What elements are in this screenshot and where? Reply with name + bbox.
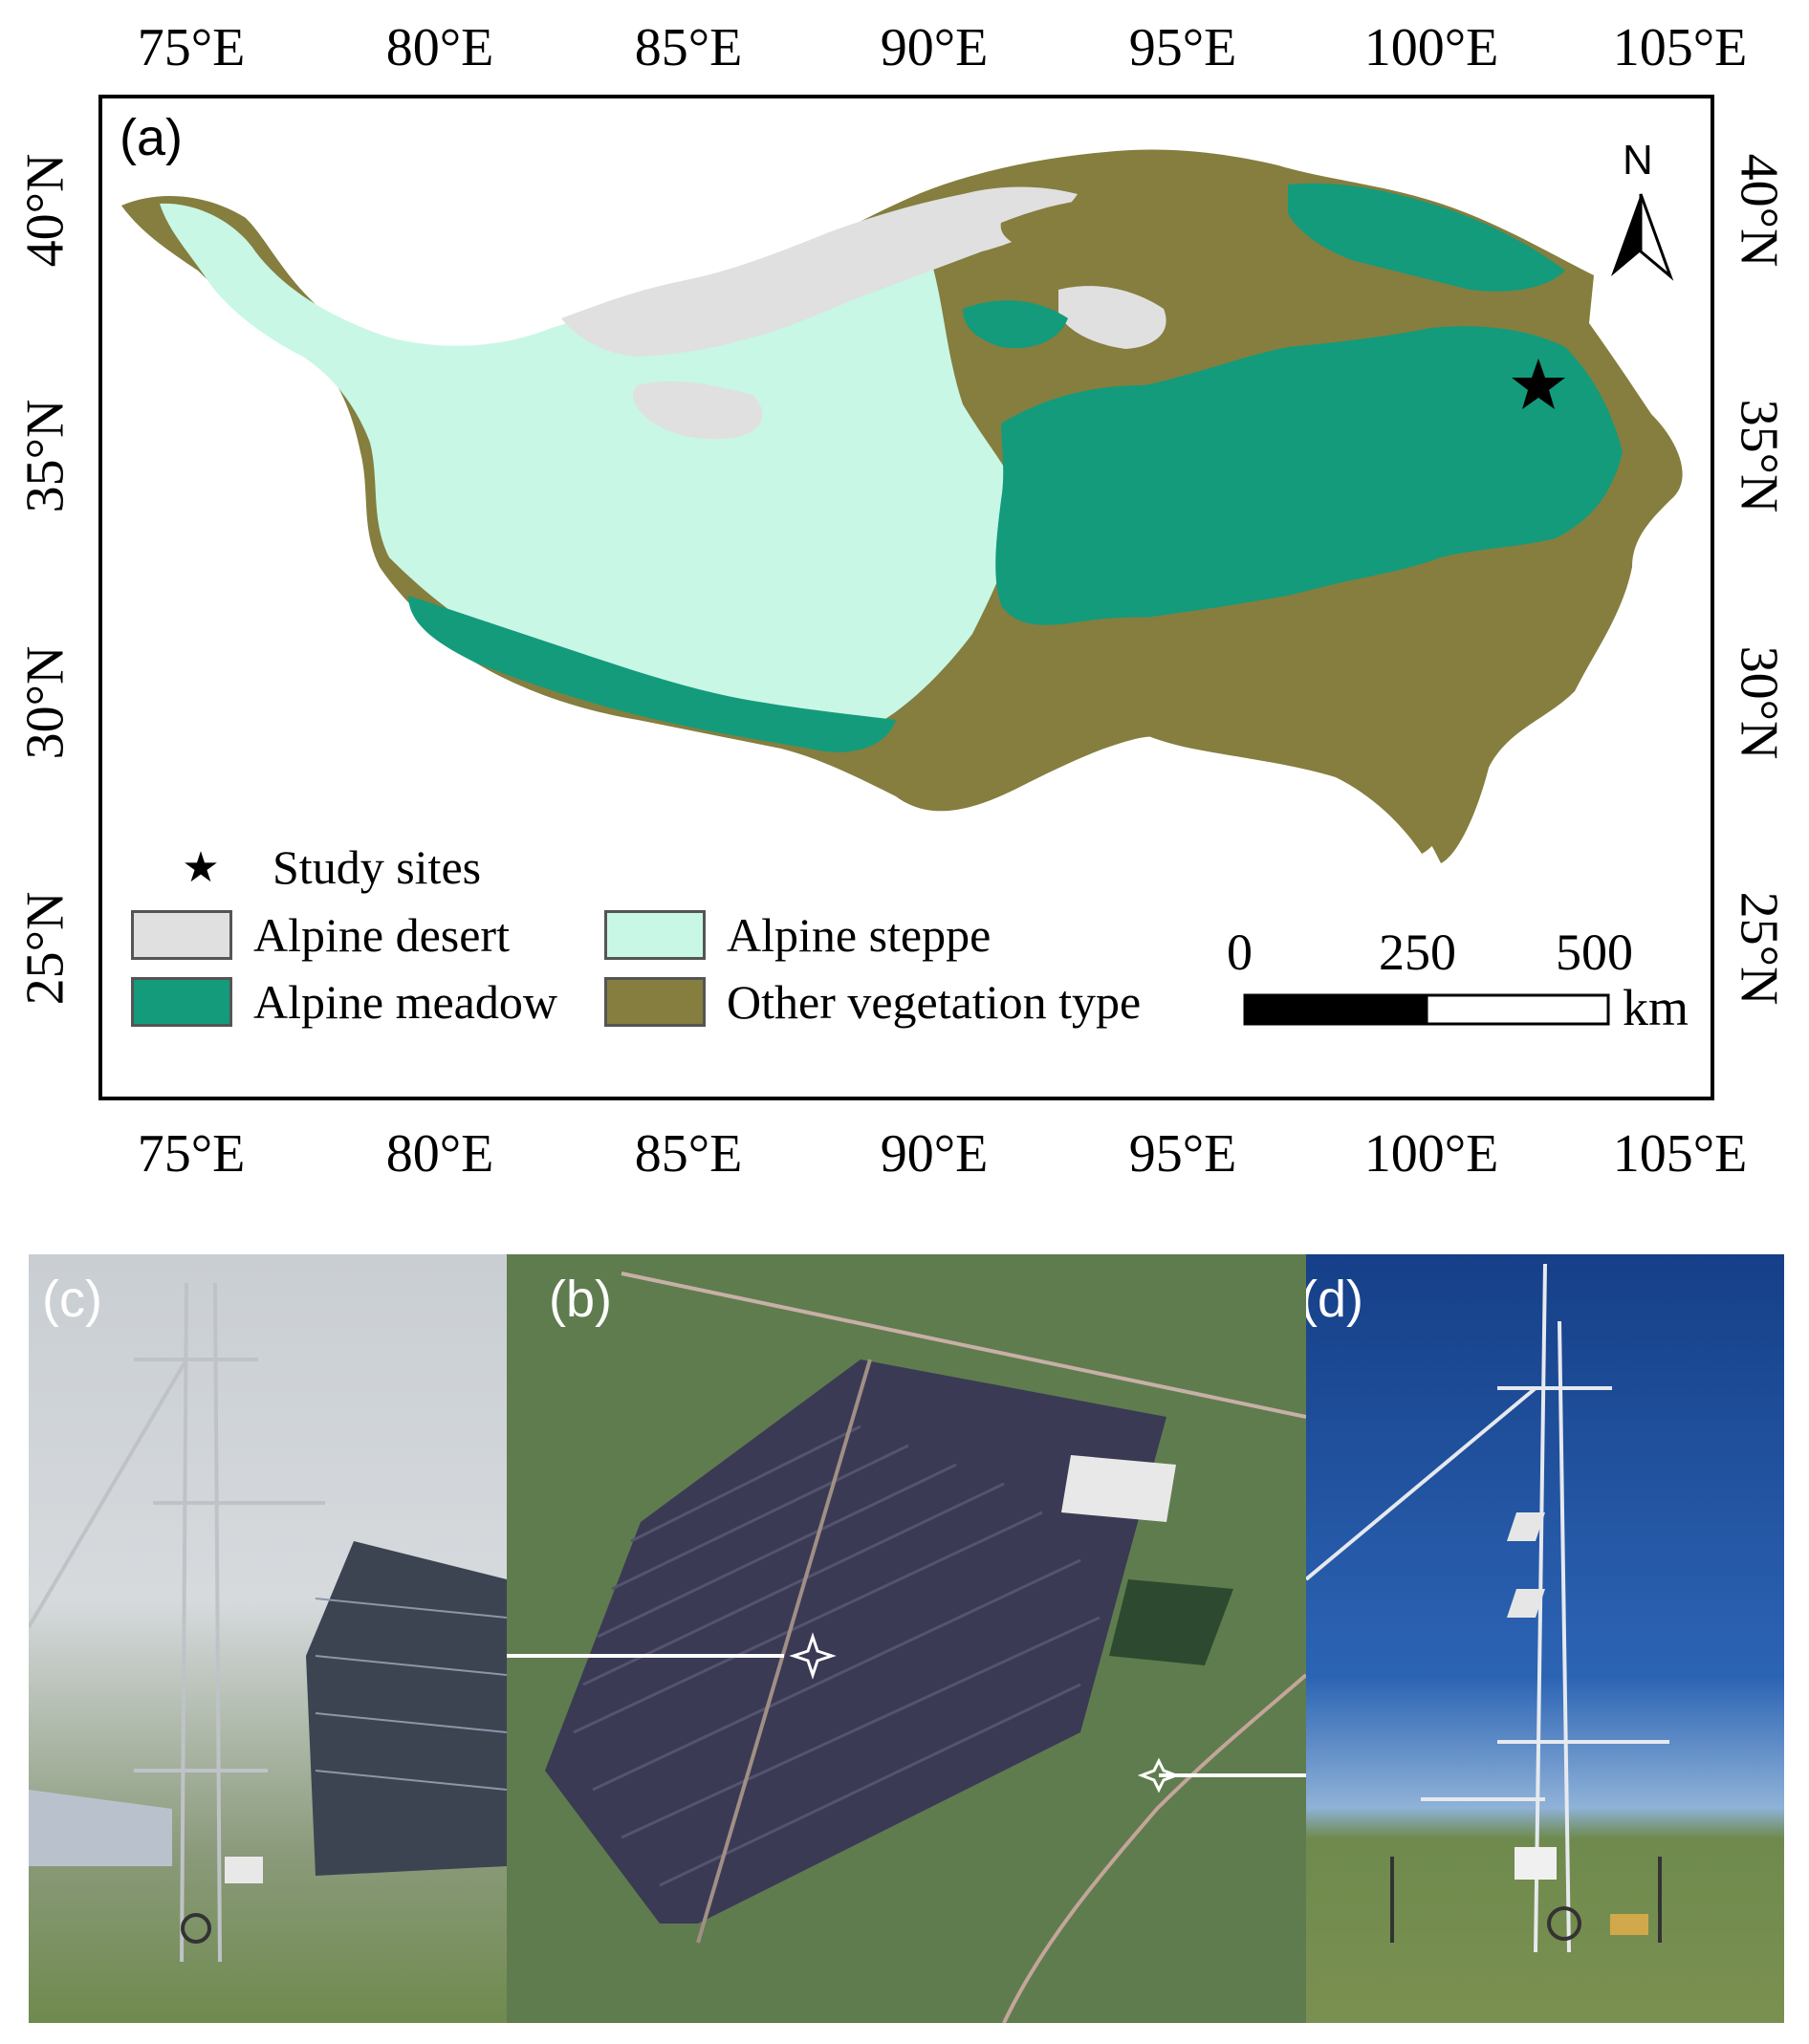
lon-label-bottom: 80°E <box>385 1124 494 1184</box>
legend-label: Other vegetation type <box>727 975 1142 1029</box>
study-site-star <box>1512 359 1565 409</box>
photo-d-scene <box>1306 1263 1669 1953</box>
lon-label-bottom: 95°E <box>1128 1124 1237 1184</box>
legend-swatch-alpine-desert <box>131 910 232 960</box>
region-alpine-meadow <box>963 300 1068 349</box>
region-alpine-steppe <box>160 203 1020 733</box>
legend-study-sites: ★ Study sites <box>150 839 481 895</box>
region-alpine-meadow <box>995 326 1623 625</box>
lon-label-top: 80°E <box>385 18 494 77</box>
lon-label-bottom: 90°E <box>880 1124 989 1184</box>
legend-star-icon: ★ <box>182 843 220 891</box>
region-alpine-meadow <box>408 596 896 752</box>
region-other-vegetation <box>1058 548 1570 854</box>
scale-bar-outline <box>1243 993 1610 1026</box>
lat-label-left: 35°N <box>15 399 76 513</box>
region-other-vegetation <box>1000 197 1221 272</box>
lon-label-top: 85°E <box>634 18 743 77</box>
scale-bar-white <box>1425 993 1610 1026</box>
legend-alpine-desert: Alpine desert <box>131 907 510 963</box>
map-panel: 75°E 80°E 85°E 90°E 95°E 100°E 105°E 75°… <box>15 18 1789 1184</box>
lon-label-top: 100°E <box>1363 18 1499 77</box>
legend-label: Alpine desert <box>253 908 510 962</box>
photo-d: (d) <box>1306 1254 1784 2023</box>
lat-label-left: 30°N <box>15 645 76 760</box>
legend-swatch-other-vegetation <box>604 977 706 1027</box>
plateau-map <box>121 149 1683 1026</box>
north-label: N <box>1623 137 1653 184</box>
legend-swatch-alpine-meadow <box>131 977 232 1027</box>
legend-label: Alpine steppe <box>727 908 992 962</box>
lat-label-right: 40°N <box>1729 153 1789 268</box>
scale-tick-0: 0 <box>1227 924 1253 981</box>
lat-label-right: 35°N <box>1729 399 1789 513</box>
region-alpine-desert <box>561 186 1078 357</box>
legend-alpine-meadow: Alpine meadow <box>131 974 557 1030</box>
scale-bar-black <box>1245 995 1427 1024</box>
photo-b-scene <box>507 1272 1306 2023</box>
scale-tick-250: 250 <box>1379 924 1456 981</box>
lon-label-bottom: 85°E <box>634 1124 743 1184</box>
photo-c: (c) <box>29 1254 507 2023</box>
map-frame: (a) N ★ Study sites Alpine desert Alpine… <box>98 95 1714 1100</box>
lat-label-right: 25°N <box>1729 891 1789 1006</box>
photo-label-c: (c) <box>42 1271 102 1328</box>
legend-other-vegetation: Other vegetation type <box>604 974 1141 1030</box>
photo-label-b: (b) <box>549 1271 612 1328</box>
region-alpine-desert <box>632 381 763 440</box>
north-arrow <box>1611 193 1674 281</box>
lat-label-right: 30°N <box>1729 645 1789 760</box>
photo-c-scene <box>29 1282 507 1963</box>
legend-label: Alpine meadow <box>253 975 557 1029</box>
legend-alpine-steppe: Alpine steppe <box>604 907 991 963</box>
scale-tick-500: 500 <box>1556 924 1633 981</box>
photo-label-d: (d) <box>1306 1271 1363 1328</box>
lon-label-bottom: 100°E <box>1363 1124 1499 1184</box>
lon-label-top: 90°E <box>880 18 989 77</box>
lon-label-bottom: 105°E <box>1612 1124 1748 1184</box>
lat-label-left: 25°N <box>15 891 76 1006</box>
legend-swatch-alpine-steppe <box>604 910 706 960</box>
panel-label-a: (a) <box>120 109 183 166</box>
lon-label-top: 75°E <box>137 18 246 77</box>
region-alpine-desert <box>1058 286 1166 349</box>
region-alpine-meadow <box>1288 183 1565 292</box>
scale-unit: km <box>1623 979 1689 1036</box>
photo-b: (b) <box>507 1254 1306 2023</box>
lon-label-top: 105°E <box>1612 18 1748 77</box>
lon-label-top: 95°E <box>1128 18 1237 77</box>
legend-study-sites-label: Study sites <box>272 840 482 894</box>
lat-label-left: 40°N <box>15 153 76 268</box>
lon-label-bottom: 75°E <box>137 1124 246 1184</box>
